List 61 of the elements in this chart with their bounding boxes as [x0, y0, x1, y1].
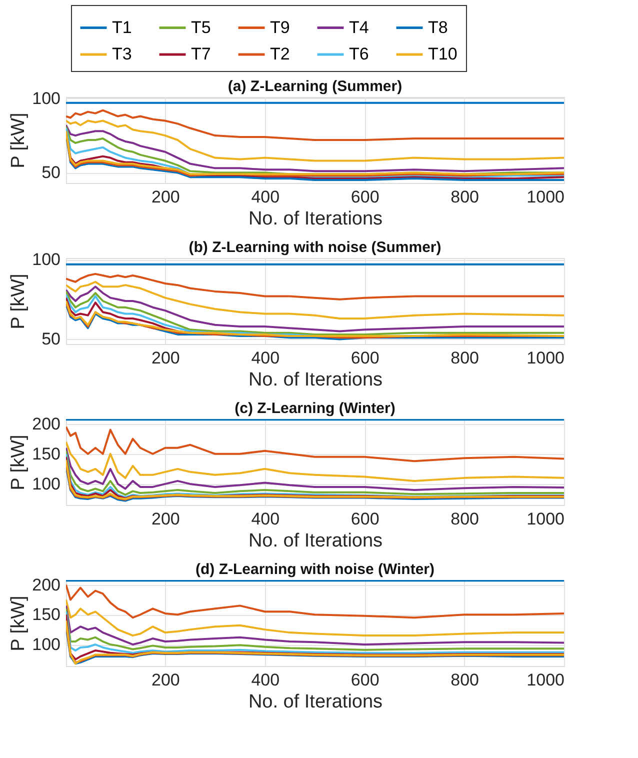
x-tick-label: 400: [251, 510, 280, 528]
legend-label: T8: [428, 18, 448, 37]
x-tick-label: 1000: [526, 670, 564, 690]
legend-label: T1: [112, 18, 132, 37]
y-tick-label: 100: [32, 474, 60, 494]
y-tick-label: 50: [42, 330, 60, 349]
legend-label: T10: [428, 44, 458, 64]
line-series: [66, 440, 564, 482]
y-tick-label: 200: [32, 414, 60, 434]
x-tick-label: 800: [450, 348, 479, 368]
x-tick-label: 800: [450, 670, 479, 690]
x-tick-label: 400: [251, 348, 280, 368]
line-series: [66, 272, 564, 300]
x-tick-label: 800: [450, 510, 479, 528]
chart-title: (a) Z-Learning (Summer): [228, 78, 402, 95]
x-tick-label: 600: [350, 188, 380, 206]
x-tick-label: 800: [450, 188, 479, 206]
y-axis-title: P [kW]: [8, 596, 30, 652]
y-tick-label: 50: [42, 163, 60, 182]
x-tick-label: 200: [152, 670, 180, 690]
x-axis-title: No. of Iterations: [248, 208, 383, 230]
x-tick-label: 200: [152, 348, 180, 368]
x-axis-title: No. of Iterations: [248, 692, 383, 712]
legend-label: T4: [349, 18, 369, 37]
line-series: [66, 120, 564, 162]
x-tick-label: 1000: [526, 348, 564, 368]
line-series: [66, 426, 564, 462]
x-tick-label: 1000: [526, 188, 564, 206]
y-tick-label: 150: [32, 444, 60, 464]
x-axis-title: No. of Iterations: [248, 370, 383, 390]
line-series: [66, 598, 564, 637]
y-axis-title: P [kW]: [8, 274, 30, 330]
y-tick-label: 100: [32, 88, 60, 108]
x-tick-label: 200: [152, 188, 180, 206]
x-tick-label: 400: [251, 670, 280, 690]
x-tick-label: 600: [350, 510, 380, 528]
legend-label: T3: [112, 44, 132, 64]
x-tick-label: 600: [350, 348, 380, 368]
y-axis-title: P [kW]: [8, 434, 30, 490]
y-tick-label: 200: [32, 575, 60, 594]
y-tick-label: 100: [32, 635, 60, 654]
chart-title: (c) Z-Learning (Winter): [234, 400, 396, 417]
line-series: [66, 109, 564, 141]
legend-label: T7: [191, 44, 211, 64]
chart-title: (d) Z-Learning with noise (Winter): [195, 561, 435, 578]
x-tick-label: 600: [350, 670, 380, 690]
legend-label: T2: [270, 44, 290, 64]
x-axis-title: No. of Iterations: [248, 530, 383, 552]
legend-label: T6: [349, 44, 369, 64]
x-tick-label: 1000: [526, 510, 564, 528]
legend-label: T5: [191, 18, 211, 37]
x-tick-label: 400: [251, 188, 280, 206]
line-series: [66, 604, 564, 646]
chart-title: (b) Z-Learning with noise (Summer): [188, 239, 442, 256]
line-series: [66, 280, 564, 320]
legend-label: T9: [270, 18, 290, 37]
y-tick-label: 150: [32, 605, 60, 624]
y-tick-label: 100: [32, 250, 60, 270]
line-series: [66, 584, 564, 619]
x-tick-label: 200: [152, 510, 180, 528]
y-axis-title: P [kW]: [8, 112, 30, 168]
